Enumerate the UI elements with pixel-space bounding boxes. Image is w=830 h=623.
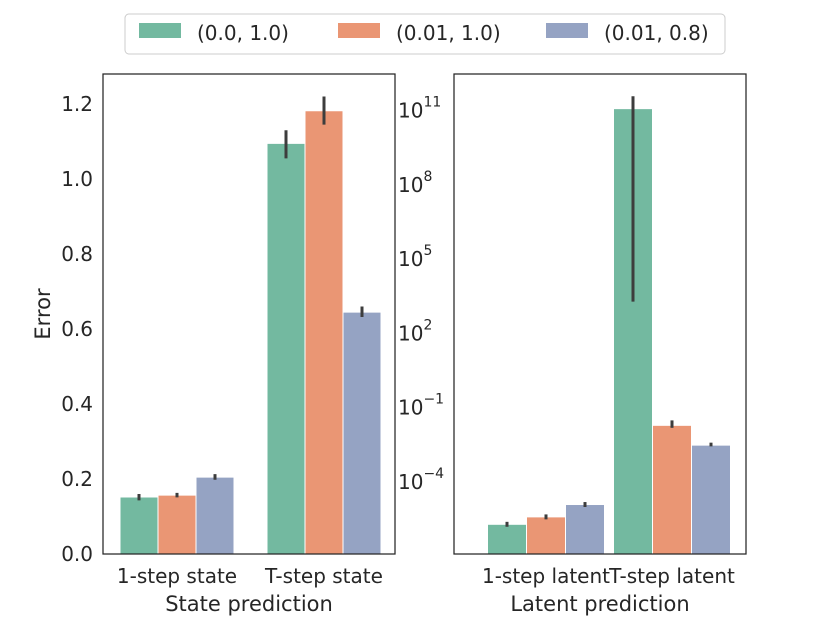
- right-axes-frame: [453, 73, 747, 555]
- left-axes-frame: [102, 73, 396, 555]
- bar: [195, 476, 235, 555]
- y-tick-label: 1.2: [61, 92, 93, 116]
- bar: [565, 504, 605, 555]
- bar: [304, 110, 344, 555]
- legend-label: (0.01, 0.8): [604, 21, 709, 45]
- legend-swatch: [546, 23, 588, 38]
- bar: [526, 516, 566, 555]
- bar: [691, 444, 731, 555]
- y-tick-label: 0.6: [61, 317, 93, 341]
- bar: [652, 424, 692, 555]
- y-tick-label: 105: [398, 243, 432, 271]
- x-tick-label: T-step state: [264, 564, 383, 588]
- left-x-axis-label: State prediction: [165, 592, 333, 616]
- bar: [487, 523, 527, 555]
- y-tick-label: 108: [398, 169, 432, 197]
- y-axis-label: Error: [31, 288, 55, 340]
- bar: [119, 496, 159, 555]
- legend-swatch: [338, 23, 380, 38]
- x-tick-label: 1-step latent: [482, 564, 610, 588]
- right-x-axis-label: Latent prediction: [510, 592, 689, 616]
- y-tick-label: 10−4: [398, 466, 444, 494]
- legend-swatch: [139, 23, 181, 38]
- bar: [342, 311, 382, 555]
- y-tick-label: 1011: [398, 95, 441, 123]
- bar: [266, 142, 306, 555]
- legend: (0.0, 1.0) (0.01, 1.0) (0.01, 0.8): [124, 13, 726, 55]
- y-tick-label: 0.4: [61, 392, 93, 416]
- x-tick-label: 1-step state: [117, 564, 237, 588]
- y-tick-label: 0.0: [61, 542, 93, 566]
- bar: [157, 494, 197, 555]
- y-tick-label: 1.0: [61, 167, 93, 191]
- legend-label: (0.0, 1.0): [197, 21, 289, 45]
- state-prediction-panel: 0.0 0.2 0.4 0.6 0.8 1.0 1.2 1-step state T-step …: [31, 73, 396, 616]
- y-tick-label: 102: [398, 317, 432, 345]
- legend-label: (0.01, 1.0): [396, 21, 501, 45]
- latent-prediction-panel: 10−4 10−1 102 105 108 1011 1-step latent T-step…: [398, 73, 747, 616]
- y-tick-label: 0.8: [61, 242, 93, 266]
- x-tick-label: T-step latent: [608, 564, 735, 588]
- y-tick-label: 10−1: [398, 392, 444, 420]
- y-tick-label: 0.2: [61, 467, 93, 491]
